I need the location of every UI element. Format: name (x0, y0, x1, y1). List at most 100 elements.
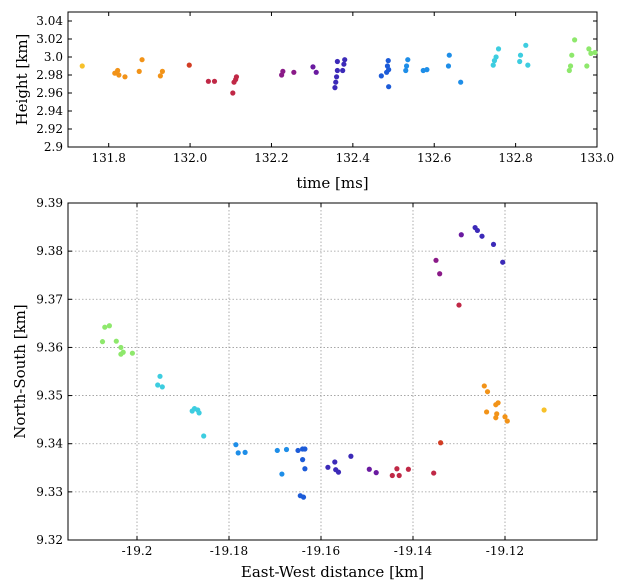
data-point (592, 50, 597, 55)
x-tick-label: 131.8 (92, 151, 126, 165)
data-point (336, 470, 341, 475)
data-point (569, 53, 574, 58)
data-point (518, 53, 523, 58)
data-point (341, 62, 346, 67)
x-tick-label: -19.14 (394, 544, 433, 558)
data-point (206, 79, 211, 84)
data-point (485, 389, 490, 394)
plot-frame (68, 203, 597, 540)
data-point (525, 63, 530, 68)
y-tick-label: 2.94 (36, 104, 63, 118)
data-point (332, 459, 337, 464)
data-point (405, 57, 410, 62)
data-point (397, 473, 402, 478)
data-point (586, 46, 591, 51)
data-point (115, 68, 120, 73)
data-point (332, 85, 337, 90)
data-point (505, 418, 510, 423)
y-tick-label: 2.98 (36, 68, 63, 82)
y-tick-label: 2.96 (36, 86, 63, 100)
data-point (406, 467, 411, 472)
data-point (139, 57, 144, 62)
data-point (291, 70, 296, 75)
data-point (496, 46, 501, 51)
y-tick-label: 9.38 (36, 244, 63, 258)
x-axis-title: East-West distance [km] (241, 563, 424, 581)
data-point (118, 352, 123, 357)
data-point (500, 260, 505, 265)
y-tick-label: 9.34 (36, 437, 63, 451)
data-point (275, 448, 280, 453)
x-axis-title: time [ms] (296, 174, 368, 192)
y-axis: 2.9 2.92 2.94 2.96 2.98 3.0 3.02 3.04 (36, 14, 597, 154)
data-point (424, 67, 429, 72)
data-point (367, 467, 372, 472)
data-point (234, 74, 239, 79)
data-point (379, 73, 384, 78)
data-point (295, 448, 300, 453)
data-point (314, 70, 319, 75)
data-point (567, 68, 572, 73)
data-point (279, 471, 284, 476)
data-point (325, 465, 330, 470)
data-point (496, 400, 501, 405)
grid (68, 203, 597, 540)
data-point (340, 68, 345, 73)
plot-frame (68, 12, 597, 147)
x-tick-label: 132.4 (336, 151, 371, 165)
data-point (446, 63, 451, 68)
x-tick-label: -19.12 (486, 544, 524, 558)
data-point (160, 384, 165, 389)
data-point (118, 345, 123, 350)
data-point (403, 68, 408, 73)
data-point (280, 69, 285, 74)
data-point (491, 63, 496, 68)
x-tick-label: 133.0 (580, 151, 614, 165)
data-point (584, 63, 589, 68)
data-point (122, 74, 127, 79)
data-point (137, 69, 142, 74)
data-point (107, 323, 112, 328)
data-point (479, 234, 484, 239)
data-point (386, 67, 391, 72)
x-tick-label: 132.0 (173, 151, 207, 165)
height-vs-time-chart: 131.8 132.0 132.2 132.4 132.6 132.8 133.02.92.… (13, 12, 614, 192)
data-point (456, 302, 461, 307)
data-point (572, 37, 577, 42)
data-point (342, 57, 347, 62)
data-point (157, 374, 162, 379)
data-point (301, 495, 306, 500)
data-point (80, 63, 85, 68)
data-point (333, 80, 338, 85)
data-point (160, 69, 165, 74)
data-point (437, 271, 442, 276)
y-axis-title: North-South [km] (11, 304, 29, 439)
data-point (114, 339, 119, 344)
y-tick-label: 9.37 (36, 292, 63, 306)
data-point (116, 72, 121, 77)
y-axis: 9.32 9.33 9.34 9.35 9.36 9.37 9.38 9.39 (36, 196, 597, 547)
data-point (348, 454, 353, 459)
data-point (300, 457, 305, 462)
data-point (102, 325, 107, 330)
data-point (335, 59, 340, 64)
data-point (484, 409, 489, 414)
north-south-vs-east-west-chart: -19.2 -19.18 -19.16 -19.14 -19.129.329.339.3… (11, 196, 597, 581)
data-point (491, 242, 496, 247)
x-tick-label: -19.16 (302, 544, 340, 558)
data-point (233, 442, 238, 447)
data-point (542, 407, 547, 412)
data-point (284, 447, 289, 452)
x-tick-label: 132.8 (498, 151, 532, 165)
y-tick-label: 9.33 (36, 485, 63, 499)
y-tick-label: 9.32 (36, 533, 63, 547)
data-point (475, 228, 480, 233)
data-point (447, 53, 452, 58)
data-point (394, 466, 399, 471)
data-points (80, 37, 598, 95)
data-point (458, 80, 463, 85)
data-point (517, 59, 522, 64)
data-point (197, 410, 202, 415)
data-point (374, 470, 379, 475)
